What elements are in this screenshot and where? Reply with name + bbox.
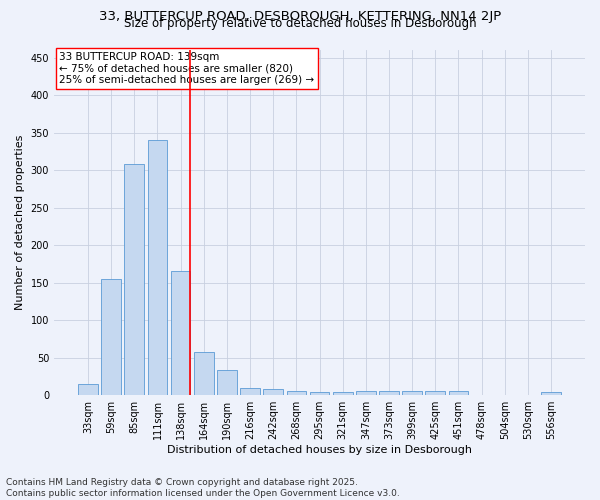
Bar [333, 392, 353, 395]
Text: 33, BUTTERCUP ROAD, DESBOROUGH, KETTERING, NN14 2JP: 33, BUTTERCUP ROAD, DESBOROUGH, KETTERIN… [99, 10, 501, 23]
Bar [171, 272, 190, 395]
Bar [263, 389, 283, 395]
Bar [240, 388, 260, 395]
Bar [310, 392, 329, 395]
Bar [356, 392, 376, 395]
Y-axis label: Number of detached properties: Number of detached properties [15, 135, 25, 310]
Text: Size of property relative to detached houses in Desborough: Size of property relative to detached ho… [124, 18, 476, 30]
Bar [402, 392, 422, 395]
Bar [287, 390, 306, 395]
Bar [541, 392, 561, 395]
Bar [379, 392, 399, 395]
Bar [101, 279, 121, 395]
Bar [78, 384, 98, 395]
Bar [449, 392, 468, 395]
Text: Contains HM Land Registry data © Crown copyright and database right 2025.
Contai: Contains HM Land Registry data © Crown c… [6, 478, 400, 498]
Bar [194, 352, 214, 395]
Text: 33 BUTTERCUP ROAD: 139sqm
← 75% of detached houses are smaller (820)
25% of semi: 33 BUTTERCUP ROAD: 139sqm ← 75% of detac… [59, 52, 314, 85]
X-axis label: Distribution of detached houses by size in Desborough: Distribution of detached houses by size … [167, 445, 472, 455]
Bar [148, 140, 167, 395]
Bar [217, 370, 237, 395]
Bar [425, 392, 445, 395]
Bar [124, 164, 144, 395]
